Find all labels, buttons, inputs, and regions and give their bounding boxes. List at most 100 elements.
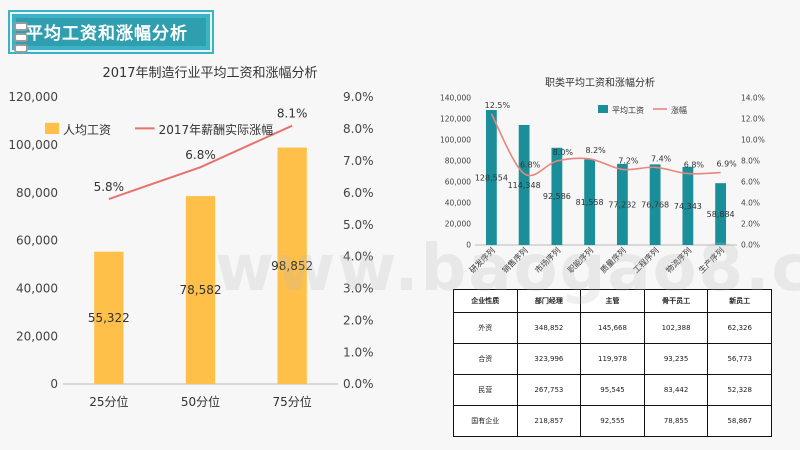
y-tick-label: 0 [50,377,58,391]
y-tick-label: 100,000 [440,136,471,145]
series-line [490,113,721,177]
table-row: 外资 348,852 145,668 102,388 62,326 [453,312,772,344]
y2-tick-label: 2.0% [343,313,374,327]
title-banner-fill [16,18,206,46]
table-row: 国有企业 218,857 92,555 78,855 58,867 [453,405,772,437]
line-value-label: 8.1% [277,107,308,121]
y-tick-label: 40,000 [16,282,58,296]
y-tick-label: 80,000 [16,186,58,200]
binder-rings-icon [14,22,28,53]
line-value-label: 6.8% [185,148,216,162]
y2-tick-label: 1.0% [343,345,374,359]
line-value-label: 8.2% [585,146,606,155]
y-tick-label: 140,000 [440,94,471,103]
bar [551,147,563,245]
bar [485,110,497,245]
table-cell: 58,867 [707,405,772,437]
bar [518,124,530,245]
bar-value-label: 81,558 [576,198,604,207]
bar-value-label: 98,852 [271,259,313,273]
table-header-row: 企业性质 部门经理 主管 骨干员工 新员工 [453,289,772,313]
legend-bar-swatch [598,105,608,113]
bar-value-label: 58,884 [707,210,735,219]
table-cell: 合资 [453,343,518,375]
line-value-label: 12.5% [485,101,511,110]
table-cell: 外资 [453,312,518,344]
chart-manufacturing-salary: 2017年制造行业平均工资和涨幅分析 0 20,000 40,000 60,000 80… [8,66,374,409]
bar [94,251,124,384]
bar-value-label: 92,586 [543,192,571,201]
y2-tick-label: 8.0% [741,157,760,166]
y-tick-label: 20,000 [445,220,471,229]
table-row: 合资 323,996 119,978 93,235 56,773 [453,343,772,375]
table-cell: 119,978 [580,343,645,375]
table-cell: 267,753 [516,374,582,406]
legend-line-label: 2017年薪酬实际涨幅 [159,122,274,137]
y2-tick-label: 2.0% [741,220,760,229]
line-value-label: 5.8% [94,180,125,194]
legend-bar-label: 人均工资 [63,123,111,137]
x-tick-label: 50分位 [181,394,220,409]
y2-tick-label: 3.0% [343,282,374,296]
y-tick-label: 100,000 [8,138,58,152]
y2-tick-label: 4.0% [741,199,760,208]
table-cell: 92,555 [580,405,645,437]
y-tick-label: 120,000 [8,90,58,104]
y2-tick-label: 8.0% [343,122,374,136]
y2-tick-label: 7.0% [343,154,374,168]
line-value-label: 6.8% [520,161,541,170]
table-cell: 83,442 [643,374,709,406]
table-header-cell: 主管 [580,289,645,313]
bar-value-label: 74,343 [674,202,702,211]
table-cell: 218,857 [516,405,582,437]
x-tick-label: 75分位 [273,394,312,409]
legend-bar-label: 平均工资 [612,105,644,115]
bar-value-label: 128,554 [475,173,508,182]
y2-tick-label: 12.0% [741,115,765,124]
y2-tick-label: 10.0% [741,136,765,145]
line-value-label: 8.0% [553,148,574,157]
line-value-label: 6.8% [684,161,705,170]
legend-bar-swatch [45,122,59,134]
series-line [108,124,293,200]
table-cell: 62,326 [707,312,772,344]
table-cell: 102,388 [643,312,709,344]
table-header-cell: 骨干员工 [643,289,709,313]
chart1-title: 2017年制造行业平均工资和涨幅分析 [102,66,317,81]
y2-tick-label: 4.0% [343,250,374,264]
y-tick-label: 120,000 [440,115,471,124]
x-tick-label: 25分位 [89,394,128,409]
y2-tick-label: 9.0% [343,90,374,104]
y-tick-label: 60,000 [445,178,471,187]
bar-value-label: 77,232 [608,200,636,209]
bar-value-label: 114,348 [508,181,541,190]
y2-tick-label: 6.0% [343,186,374,200]
bar [682,166,694,245]
legend-line-label: 涨幅 [671,105,687,115]
y-tick-label: 20,000 [16,329,58,343]
table-cell: 民营 [453,374,518,406]
chart-job-category-salary: 职类平均工资和涨幅分析 0 20,000 40,000 60,000 80,000 100… [440,76,765,275]
bar-value-label: 55,322 [88,311,130,325]
bar [185,196,216,384]
y2-tick-label: 5.0% [343,218,374,232]
table-cell: 323,996 [516,343,582,375]
bar [649,164,661,245]
y2-tick-label: 0.0% [741,241,760,250]
table-cell: 95,545 [580,374,645,406]
y2-tick-label: 0.0% [343,377,374,391]
y-tick-label: 80,000 [445,157,471,166]
y-tick-label: 60,000 [16,234,58,248]
y-tick-label: 40,000 [445,199,471,208]
y2-tick-label: 14.0% [741,94,765,103]
page-title: 平均工资和涨幅分析 [26,24,188,44]
line-value-label: 6.9% [716,160,737,169]
chart2-title: 职类平均工资和涨幅分析 [545,76,655,89]
table-cell: 93,235 [643,343,709,375]
table-cell: 56,773 [707,343,772,375]
table-cell: 国有企业 [453,405,518,437]
bar [277,147,307,384]
bar-value-label: 78,582 [180,283,222,297]
bar [715,183,727,245]
